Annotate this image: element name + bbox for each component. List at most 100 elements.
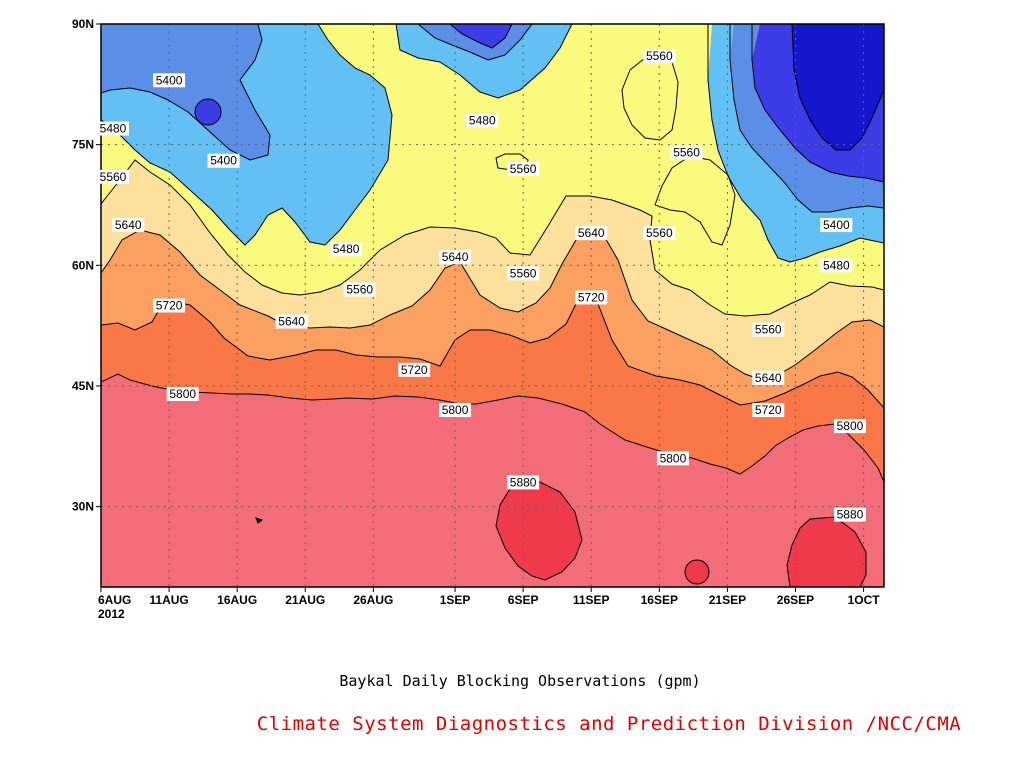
contour-label-bg [466,113,499,128]
y-axis: 30N 45N 60N 75N 90N [72,17,101,514]
x-tick-label: 21AUG [285,593,325,607]
contour-label-bg [153,73,186,88]
contour-label-text: 5800 [169,387,196,401]
band-below-5400 [101,24,270,160]
contour-label-bg [275,314,308,329]
contour-label-text: 5720 [401,363,428,377]
contour-label-bg [575,226,608,241]
contour-label: 5400 [820,218,853,233]
contour-label: 5640 [275,314,308,329]
contour-label-bg [670,145,703,160]
contour-label-text: 5560 [100,170,127,184]
contour-label-text: 5480 [100,122,127,136]
chart-title: Baykal Daily Blocking Observations (gpm) [339,672,701,690]
contour-label-bg [833,419,866,434]
x-tick-label: 1OCT [848,593,881,607]
contour-label-bg [112,218,145,233]
contour-label-bg [166,386,199,401]
contour-label-text: 5560 [646,226,673,240]
contour-label-text: 5800 [837,419,864,433]
x-axis: 6AUG 11AUG 16AUG 21AUG 26AUG 1SEP 6SEP 11SEP 16S… [98,587,880,607]
contour-label: 5560 [507,266,540,281]
contour-label: 5560 [343,282,376,297]
band-above-5880-a [496,482,582,580]
contour-label-text: 5400 [823,218,850,232]
contour-label-bg [507,266,540,281]
x-year-label: 2012 [98,607,125,621]
contour-label-text: 5720 [578,290,605,304]
chart-credit: Climate System Diagnostics and Predictio… [256,713,962,735]
contour-label: 5480 [97,121,129,136]
y-tick-label: 60N [72,258,94,272]
contour-label-text: 5400 [156,73,183,87]
contour-label-bg [833,507,866,522]
contour-label: 5640 [112,218,145,233]
contour-label-bg [439,403,472,418]
y-tick-label: 30N [72,500,94,514]
contour-label-bg [207,153,240,168]
contour-label: 5720 [398,362,431,377]
contour-label: 5560 [97,169,129,184]
contour-label-bg [752,322,785,337]
y-tick-label: 75N [72,138,94,152]
contour-label-bg [153,298,186,313]
contour-label-bg [820,258,853,273]
contour-labels: 5400 5400 5400 5480 5480 5480 5480 5560 5560 5560… [97,49,866,522]
contour-label-text: 5640 [442,250,469,264]
band-deepest-low [792,24,884,150]
contour-label-bg [97,169,129,184]
contour-label-text: 5880 [837,508,864,522]
contour-label: 5720 [752,403,785,418]
contour-label-text: 5560 [510,162,537,176]
x-tick-label: 26SEP [777,593,814,607]
contour-label-text: 5480 [333,242,360,256]
contour-label: 5400 [207,153,240,168]
contour-label-text: 5560 [646,49,673,63]
contour-label: 5800 [439,403,472,418]
x-tick-label: 26AUG [353,593,393,607]
contour-label-text: 5640 [755,371,782,385]
contour-label-bg [97,121,129,136]
contour-lines [101,24,884,587]
contour-label-text: 5800 [442,403,469,417]
band-deep-low-small [195,99,221,125]
contour-label-text: 5560 [755,323,782,337]
contour-label: 5800 [656,451,689,466]
contour-label-text: 5400 [210,154,237,168]
contour-label: 5560 [752,322,785,337]
contour-label-text: 5480 [469,114,496,128]
x-tick-label: 16AUG [217,593,257,607]
contour-label: 5480 [820,258,853,273]
contour-label: 5560 [643,49,676,64]
band-5400-5480-n [396,24,572,98]
contour-label: 5480 [330,242,363,257]
band-above-5880-c [685,560,709,584]
contour-label: 5560 [507,161,540,176]
contour-label-bg [752,370,785,385]
contour-label-text: 5640 [115,218,142,232]
contour-label: 5720 [153,298,186,313]
contour-label: 5720 [575,290,608,305]
contour-label-text: 5560 [510,266,537,280]
x-tick-label: 6AUG [98,593,131,607]
contour-label-bg [643,49,676,64]
band-deep-low-n [450,24,512,48]
contour-label-text: 5880 [510,475,537,489]
contour-label-bg [330,242,363,257]
contour-label-bg [507,161,540,176]
contour-label-text: 5560 [346,282,373,296]
contour-label: 5560 [670,145,703,160]
x-tick-label: 21SEP [709,593,746,607]
contour-label: 5400 [153,73,186,88]
contour-label: 5800 [166,386,199,401]
contour-label: 5640 [439,250,472,265]
contour-label: 5640 [752,370,785,385]
contour-label-bg [656,451,689,466]
x-tick-label: 11SEP [573,593,610,607]
contour-label-bg [439,250,472,265]
contour-label-bg [343,282,376,297]
contour-label: 5480 [466,113,499,128]
band-above-5880-b [787,517,866,587]
contour-label-bg [507,475,540,490]
